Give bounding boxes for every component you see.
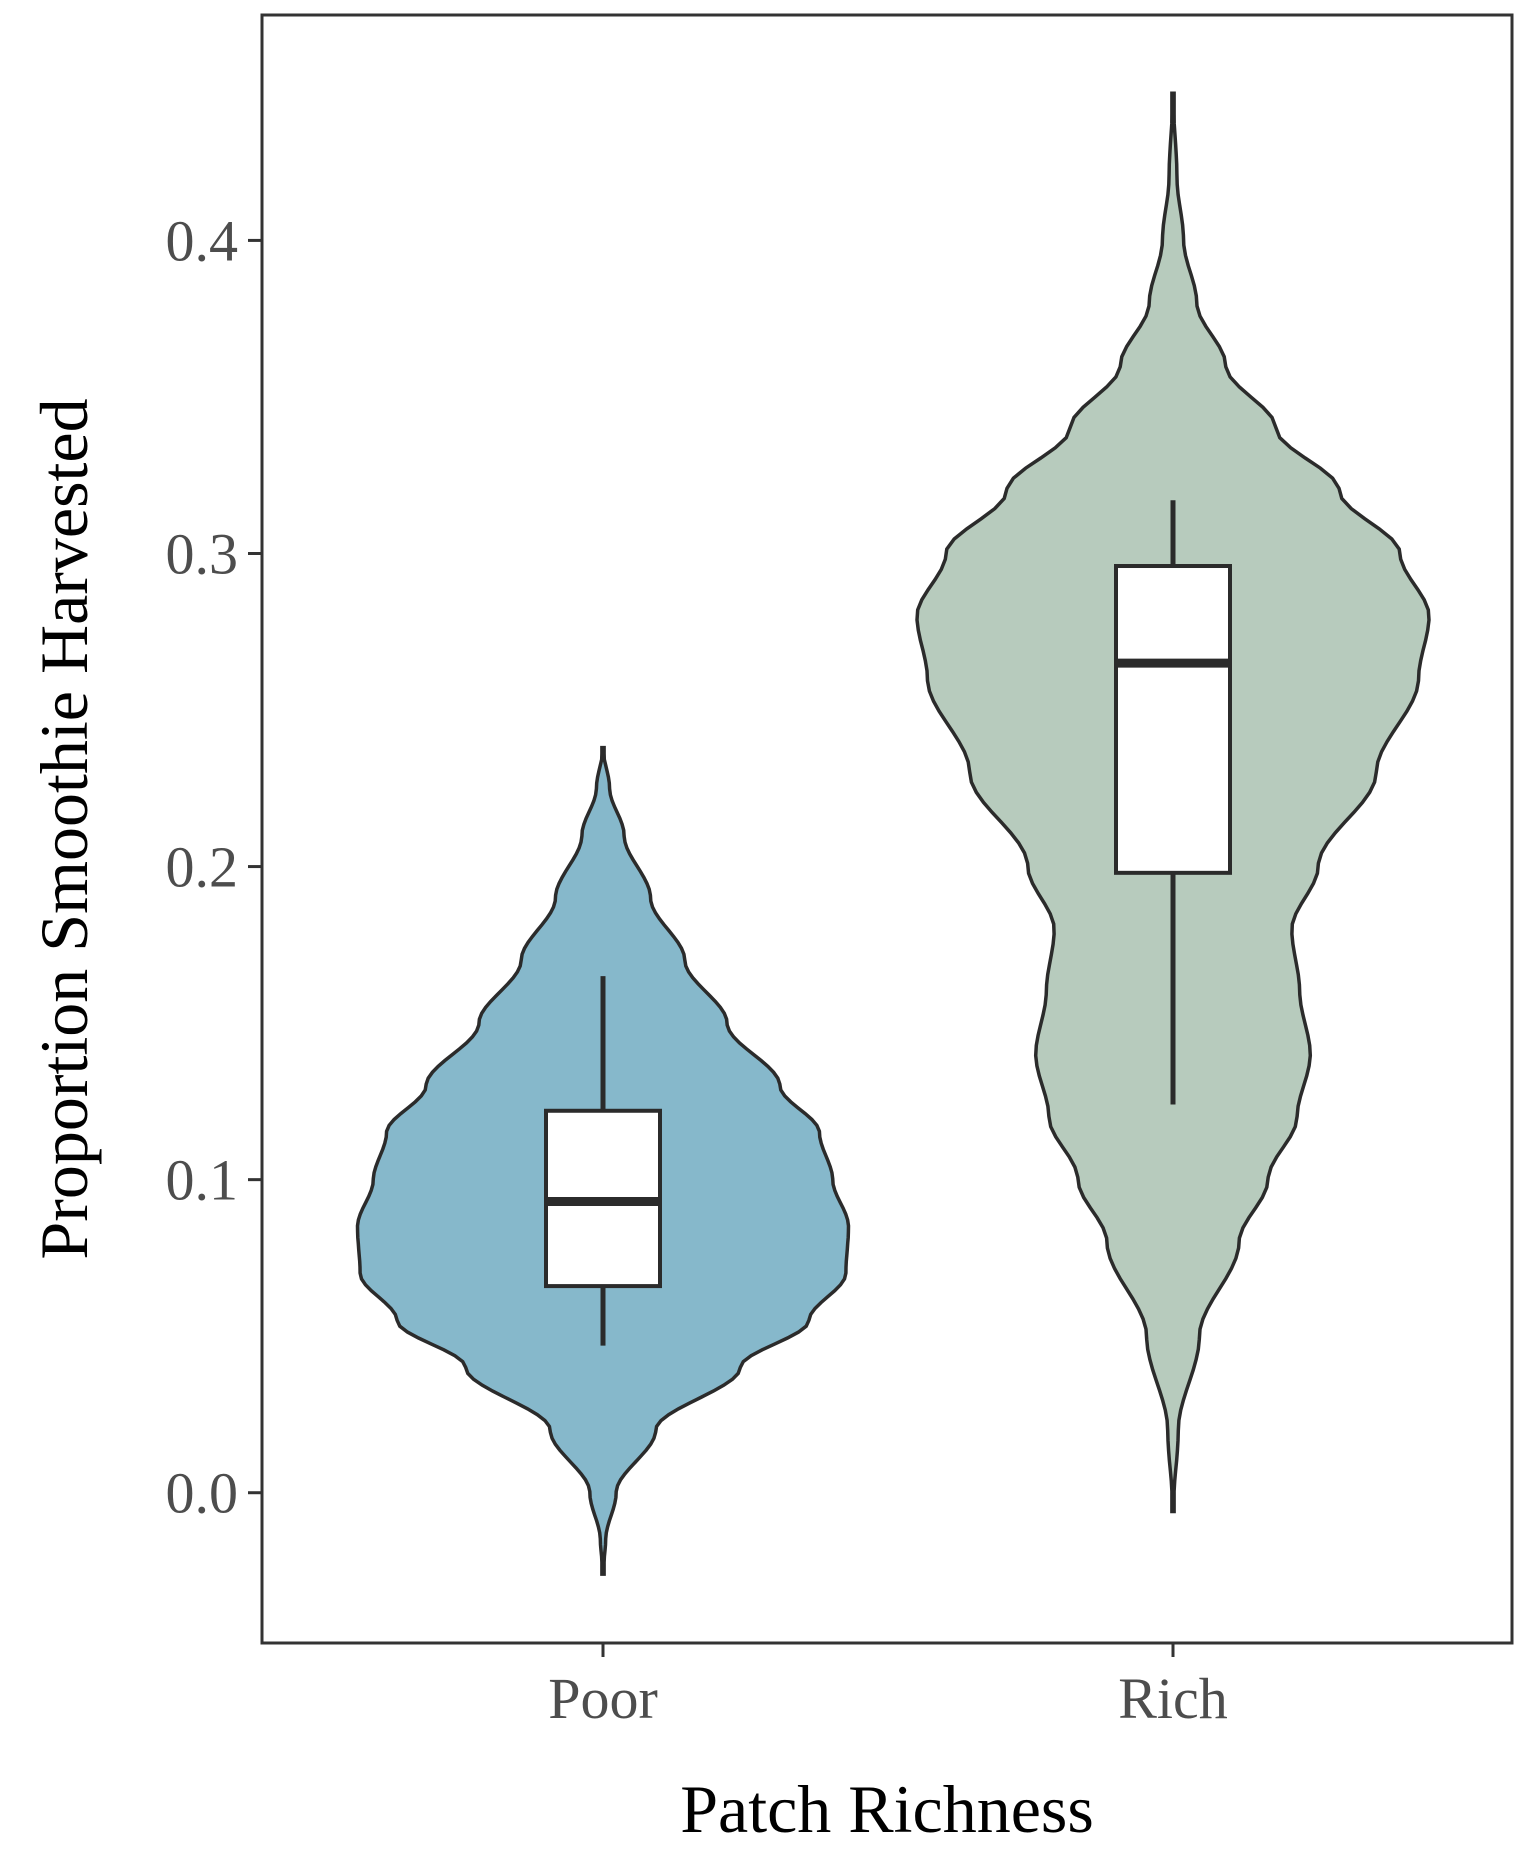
- x-tick-label-poor: Poor: [548, 1666, 658, 1731]
- x-axis: Poor Rich: [548, 1643, 1228, 1731]
- y-tick-label: 0.0: [166, 1461, 239, 1526]
- y-tick-label: 0.1: [166, 1148, 239, 1213]
- y-tick-label: 0.4: [166, 208, 239, 273]
- box-rich: [1114, 564, 1232, 875]
- y-axis-title: Proportion Smoothie Harvested: [26, 398, 102, 1259]
- y-axis: 0.0 0.1 0.2 0.3 0.4: [166, 208, 262, 1526]
- plot-panel-border: [260, 13, 1514, 1645]
- x-tick-label-rich: Rich: [1118, 1666, 1228, 1731]
- y-tick-label: 0.3: [166, 521, 239, 586]
- violin-layer: [355, 91, 1431, 1576]
- x-axis-title: Patch Richness: [680, 1771, 1094, 1847]
- y-tick-label: 0.2: [166, 835, 239, 900]
- boxplot-layer: [544, 500, 1232, 1346]
